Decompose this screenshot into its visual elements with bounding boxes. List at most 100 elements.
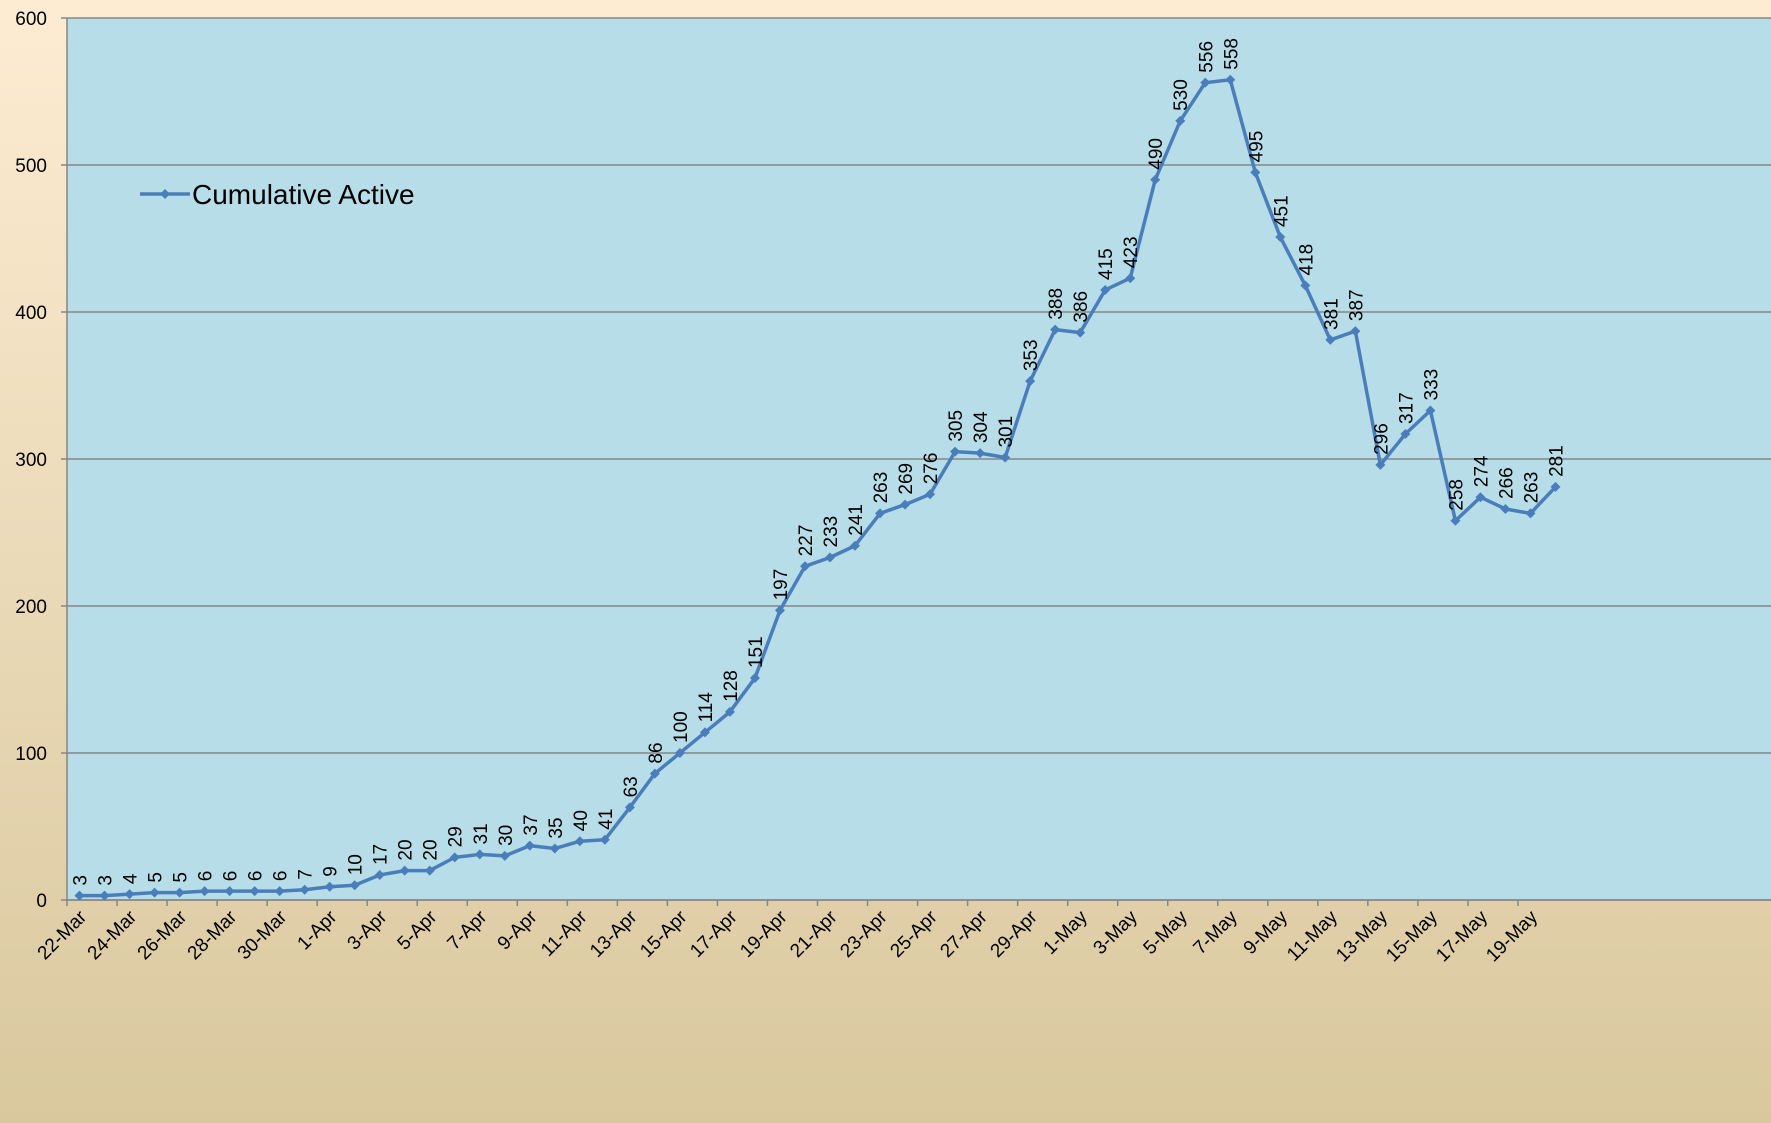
data-label: 3: [71, 875, 92, 886]
marker: [524, 840, 535, 851]
marker: [449, 852, 460, 863]
data-label: 269: [896, 463, 917, 495]
data-label: 29: [446, 826, 467, 847]
data-label: 423: [1121, 236, 1142, 268]
data-label: 495: [1246, 131, 1267, 163]
data-label: 353: [1021, 339, 1042, 371]
marker: [724, 706, 735, 717]
marker: [975, 448, 986, 459]
data-label: 40: [571, 810, 592, 831]
data-label: 4: [121, 873, 142, 884]
marker: [1000, 452, 1011, 463]
data-label: 63: [621, 776, 642, 797]
marker: [950, 446, 961, 457]
data-label: 387: [1346, 289, 1367, 321]
data-label: 31: [471, 823, 492, 844]
marker: [1550, 481, 1561, 492]
marker: [574, 836, 585, 847]
data-label: 317: [1396, 392, 1417, 424]
marker: [324, 881, 335, 892]
marker: [174, 887, 185, 898]
marker: [1125, 273, 1136, 284]
marker: [249, 886, 260, 897]
marker: [224, 886, 235, 897]
data-label: 35: [546, 817, 567, 838]
marker: [1100, 284, 1111, 295]
marker: [124, 889, 135, 900]
marker: [699, 727, 710, 738]
data-label: 388: [1046, 288, 1067, 320]
data-label: 258: [1446, 479, 1467, 511]
data-label: 276: [921, 453, 942, 485]
y-tick-label: 600: [15, 9, 47, 30]
y-tick-label: 0: [36, 891, 47, 912]
marker: [199, 886, 210, 897]
marker: [274, 886, 285, 897]
data-label: 3: [96, 875, 117, 886]
marker: [1475, 492, 1486, 503]
data-label: 6: [221, 871, 242, 882]
marker: [900, 499, 911, 510]
data-label: 451: [1271, 195, 1292, 227]
data-label: 281: [1546, 445, 1567, 477]
marker: [424, 865, 435, 876]
marker: [875, 508, 886, 519]
data-label: 37: [521, 814, 542, 835]
data-label: 227: [796, 525, 817, 557]
data-label: 266: [1496, 467, 1517, 499]
marker: [1425, 405, 1436, 416]
marker: [624, 802, 635, 813]
marker: [349, 880, 360, 891]
data-label: 6: [271, 871, 292, 882]
data-label: 5: [171, 872, 192, 883]
data-label: 20: [396, 839, 417, 860]
marker: [1200, 77, 1211, 88]
data-label: 274: [1471, 455, 1492, 487]
data-label: 263: [1521, 472, 1542, 504]
marker: [599, 834, 610, 845]
data-label: 151: [746, 636, 767, 668]
data-label: 20: [421, 839, 442, 860]
marker: [549, 843, 560, 854]
marker: [774, 605, 785, 616]
data-label: 381: [1321, 298, 1342, 330]
data-label: 197: [771, 569, 792, 601]
marker: [1150, 174, 1161, 185]
data-label: 6: [246, 871, 267, 882]
data-label: 10: [346, 854, 367, 875]
data-label: 128: [721, 670, 742, 702]
marker: [1525, 508, 1536, 519]
data-label: 9: [321, 866, 342, 877]
marker: [1375, 459, 1386, 470]
marker: [1275, 232, 1286, 243]
marker: [399, 865, 410, 876]
marker: [1325, 334, 1336, 345]
marker: [799, 561, 810, 572]
marker: [1225, 74, 1236, 85]
marker: [1400, 429, 1411, 440]
marker: [99, 890, 110, 901]
data-label: 41: [596, 809, 617, 830]
marker: [1175, 115, 1186, 126]
marker: [1075, 327, 1086, 338]
marker: [374, 870, 385, 881]
data-label: 114: [696, 692, 717, 723]
data-label: 305: [946, 410, 967, 442]
data-label: 17: [371, 844, 392, 865]
marker: [1350, 326, 1361, 337]
data-label: 100: [671, 711, 692, 743]
data-label: 296: [1371, 423, 1392, 455]
marker: [749, 673, 760, 684]
data-label: 233: [821, 516, 842, 548]
y-tick-label: 400: [15, 303, 47, 324]
marker: [299, 884, 310, 895]
marker: [1250, 167, 1261, 178]
marker: [499, 850, 510, 861]
marker: [149, 887, 160, 898]
legend-label: Cumulative Active: [192, 179, 415, 210]
y-tick-label: 500: [15, 156, 47, 177]
y-tick-label: 100: [15, 744, 47, 765]
marker: [649, 768, 660, 779]
marker: [1300, 280, 1311, 291]
